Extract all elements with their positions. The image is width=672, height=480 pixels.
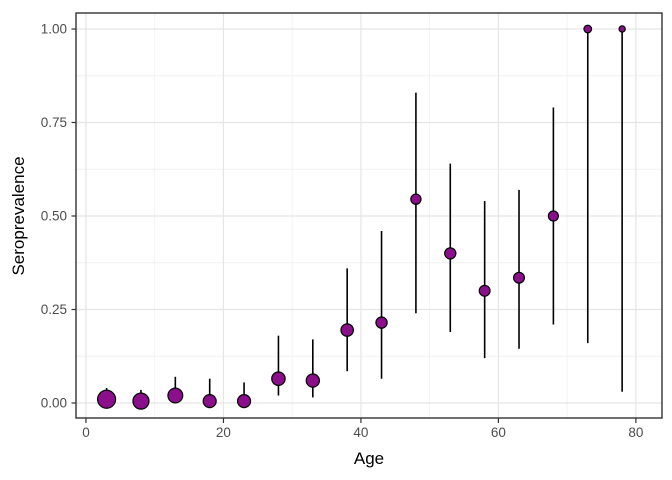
y-tick-label: 1.00 <box>41 22 67 37</box>
panel-border <box>75 12 663 419</box>
data-point <box>167 387 184 404</box>
y-tick-label: 0.75 <box>41 115 67 130</box>
x-tick-label: 40 <box>353 425 368 440</box>
data-point <box>340 323 354 337</box>
data-point <box>547 210 559 222</box>
x-tick-label: 80 <box>628 425 643 440</box>
x-tick-label: 0 <box>82 425 90 440</box>
data-point <box>513 271 526 284</box>
data-point <box>375 316 388 329</box>
y-axis-title: Seroprevalence <box>9 156 28 276</box>
data-point <box>236 394 252 409</box>
data-point <box>583 24 593 34</box>
y-tick-label: 0.50 <box>41 209 67 224</box>
data-point <box>478 284 491 297</box>
data-point <box>305 373 321 388</box>
y-tick-label: 0.25 <box>41 302 67 317</box>
data-point <box>132 392 150 410</box>
data-point <box>444 247 457 260</box>
y-tick-label: 0.00 <box>41 396 67 411</box>
x-tick-label: 60 <box>491 425 506 440</box>
data-point <box>202 394 217 409</box>
data-point <box>410 193 422 205</box>
data-point <box>271 371 286 386</box>
data-point <box>96 389 117 409</box>
x-axis-title: Age <box>353 449 385 468</box>
x-tick-label: 20 <box>216 425 231 440</box>
data-point <box>618 25 626 33</box>
